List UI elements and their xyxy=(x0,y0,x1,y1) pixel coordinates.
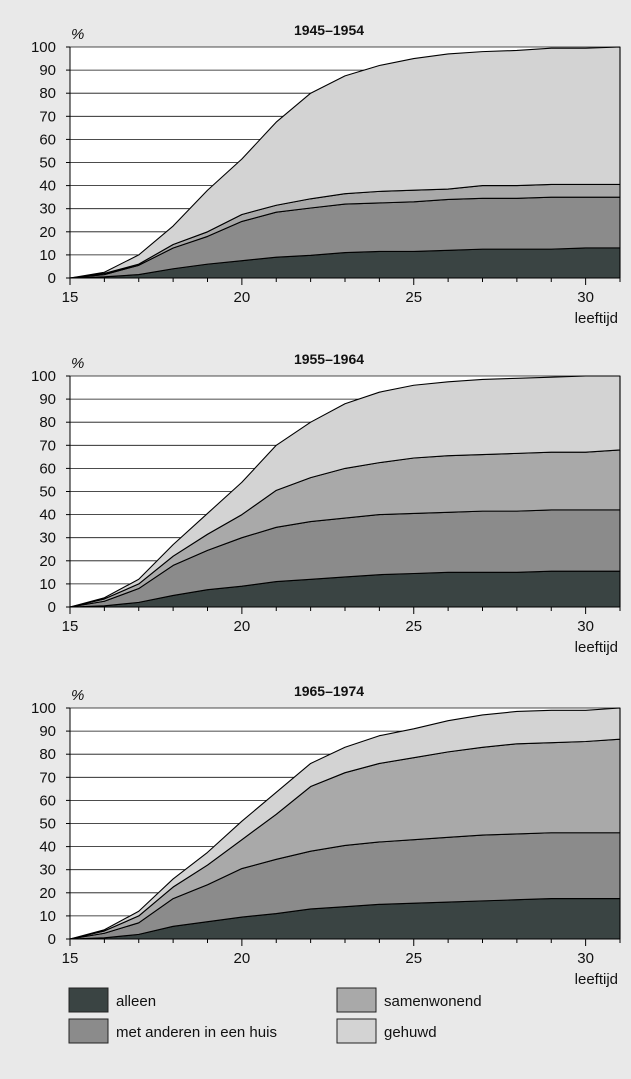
y-tick-label: 20 xyxy=(39,224,56,241)
y-tick-label: 30 xyxy=(39,862,56,879)
x-axis-label: leeftijd xyxy=(575,971,618,988)
y-tick-label: 60 xyxy=(39,792,56,809)
legend-swatch-alleen xyxy=(68,987,109,1013)
x-tick-label: 25 xyxy=(405,289,422,306)
y-tick-label: 10 xyxy=(39,576,56,593)
chart-title: 1965–1974 xyxy=(294,683,364,699)
y-tick-label: 90 xyxy=(39,62,56,79)
y-tick-label: 70 xyxy=(39,769,56,786)
legend-label-gehuwd: gehuwd xyxy=(384,1024,437,1041)
y-tick-label: 0 xyxy=(48,931,56,948)
y-tick-label: 40 xyxy=(39,507,56,524)
chart-panel-2: 0 10 20 30 40 50 60 70 80 90 100 15 20 25 30 leeftijd% 1… xyxy=(31,351,621,656)
y-tick-label: 90 xyxy=(39,723,56,740)
y-tick-label: 70 xyxy=(39,108,56,125)
x-axis-label: leeftijd xyxy=(575,310,618,327)
y-tick-label: 0 xyxy=(48,270,56,287)
y-axis-label: % xyxy=(71,355,84,372)
area-gehuwd xyxy=(69,46,621,279)
y-axis-label: % xyxy=(71,687,84,704)
x-tick-label: 30 xyxy=(577,618,594,635)
chart-title: 1945–1954 xyxy=(294,22,364,38)
chart-panel-1: 0 10 20 30 40 50 60 70 80 90 100 15 20 25 30 leeftijd% 1… xyxy=(31,22,621,327)
x-tick-label: 25 xyxy=(405,618,422,635)
area-gehuwd xyxy=(69,375,621,608)
y-tick-label: 0 xyxy=(48,599,56,616)
y-tick-label: 20 xyxy=(39,553,56,570)
legend: alleen met anderen in een huis samenwone… xyxy=(68,987,482,1044)
y-tick-label: 40 xyxy=(39,839,56,856)
y-tick-label: 50 xyxy=(39,155,56,172)
chart-title: 1955–1964 xyxy=(294,351,364,367)
x-axis-label: leeftijd xyxy=(575,639,618,656)
y-tick-label: 50 xyxy=(39,484,56,501)
x-tick-label: 20 xyxy=(234,289,251,306)
legend-label-alleen: alleen xyxy=(116,993,156,1010)
y-tick-label: 60 xyxy=(39,131,56,148)
legend-swatch-met-anderen xyxy=(68,1018,109,1044)
y-tick-label: 30 xyxy=(39,201,56,218)
y-tick-label: 50 xyxy=(39,816,56,833)
y-tick-label: 30 xyxy=(39,530,56,547)
legend-swatch-gehuwd xyxy=(336,1018,377,1044)
y-tick-label: 80 xyxy=(39,746,56,763)
legend-label-samenwonend: samenwonend xyxy=(384,993,482,1010)
y-tick-label: 100 xyxy=(31,368,56,385)
y-tick-label: 10 xyxy=(39,247,56,264)
x-tick-label: 20 xyxy=(234,618,251,635)
x-tick-label: 25 xyxy=(405,950,422,967)
y-tick-label: 100 xyxy=(31,700,56,717)
legend-swatch-samenwonend xyxy=(336,987,377,1013)
x-tick-label: 15 xyxy=(62,618,79,635)
x-tick-label: 20 xyxy=(234,950,251,967)
x-tick-label: 15 xyxy=(62,289,79,306)
y-tick-label: 80 xyxy=(39,414,56,431)
y-tick-label: 90 xyxy=(39,391,56,408)
y-axis-label: % xyxy=(71,26,84,43)
y-tick-label: 60 xyxy=(39,460,56,477)
area-gehuwd xyxy=(69,707,621,940)
x-tick-label: 30 xyxy=(577,289,594,306)
y-tick-label: 100 xyxy=(31,39,56,56)
y-tick-label: 20 xyxy=(39,885,56,902)
y-tick-label: 10 xyxy=(39,908,56,925)
x-tick-label: 30 xyxy=(577,950,594,967)
y-tick-label: 80 xyxy=(39,85,56,102)
chart-panel-3: 0 10 20 30 40 50 60 70 80 90 100 15 20 25 30 leeftijd% 1… xyxy=(31,683,621,988)
y-tick-label: 70 xyxy=(39,437,56,454)
x-tick-label: 15 xyxy=(62,950,79,967)
y-tick-label: 40 xyxy=(39,178,56,195)
legend-label-met-anderen: met anderen in een huis xyxy=(116,1024,277,1041)
